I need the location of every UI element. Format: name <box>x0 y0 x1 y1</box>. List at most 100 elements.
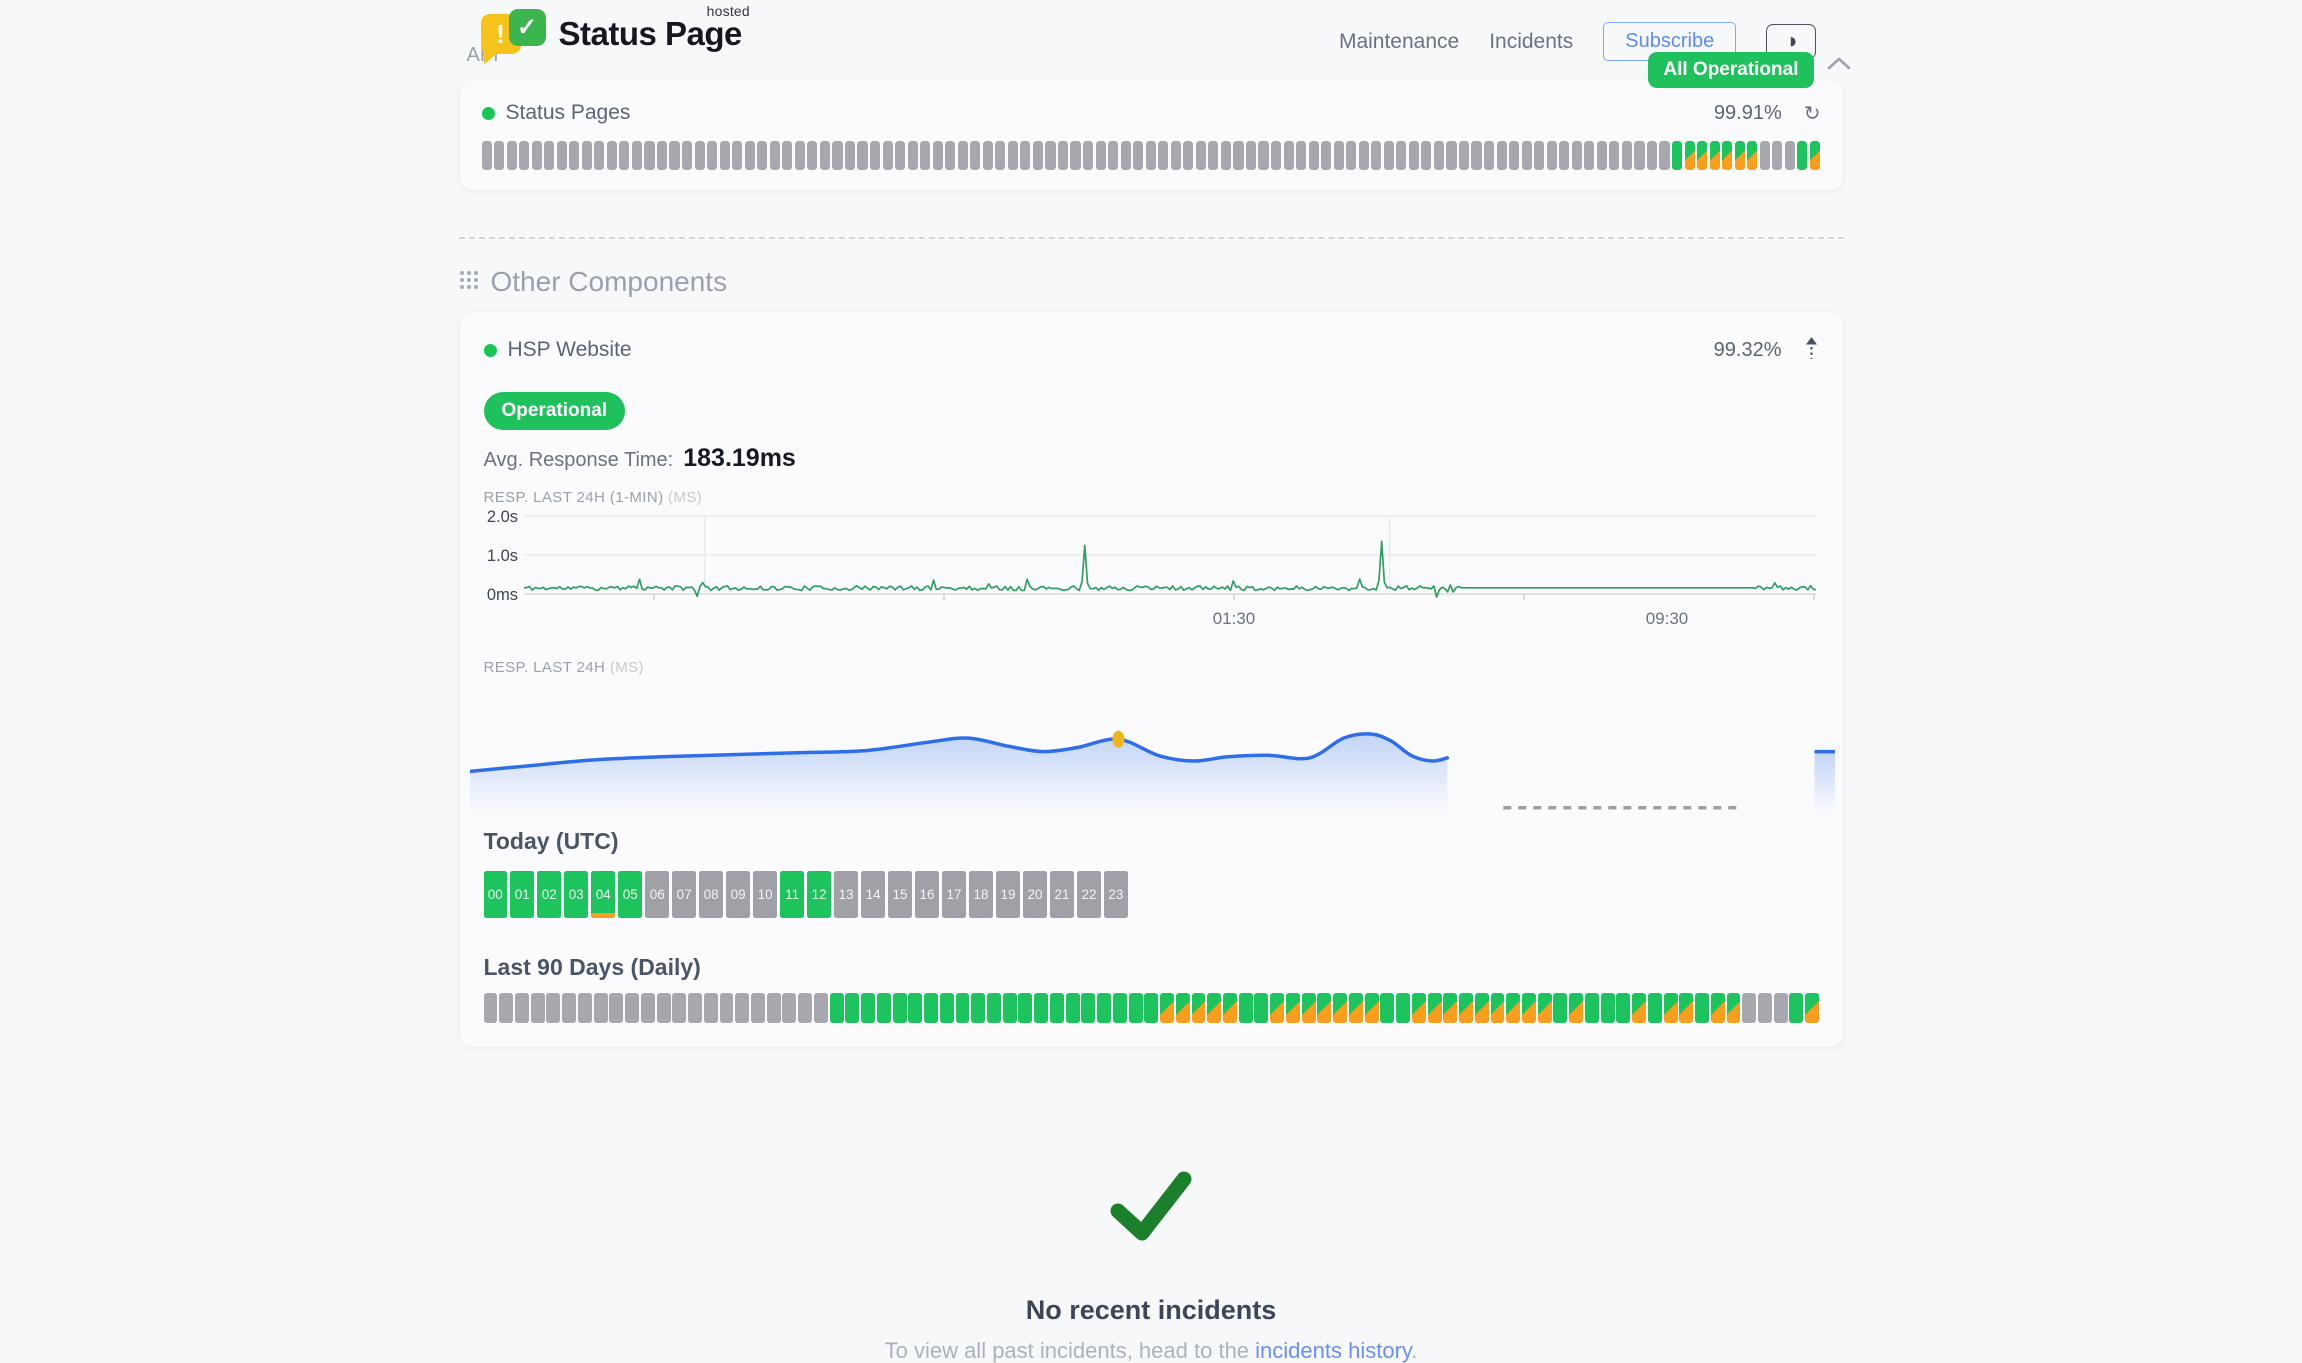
uptime-bar-degraded[interactable] <box>1809 141 1820 170</box>
uptime-bar-empty[interactable] <box>1195 141 1206 170</box>
uptime-bar-empty[interactable] <box>1371 141 1382 170</box>
uptime-bar-empty[interactable] <box>970 141 981 170</box>
uptime-bar-empty[interactable] <box>1383 141 1394 170</box>
hour-block-12[interactable]: 12 <box>807 871 831 918</box>
uptime-bar-up[interactable] <box>1695 993 1709 1023</box>
uptime-bar-degraded[interactable] <box>1301 993 1316 1023</box>
hour-block-18[interactable]: 18 <box>969 871 993 918</box>
chevron-up-icon[interactable] <box>1826 56 1852 77</box>
incidents-history-link[interactable]: incidents history <box>1255 1338 1412 1363</box>
uptime-bar-empty[interactable] <box>594 141 605 170</box>
uptime-bar-empty[interactable] <box>732 141 743 170</box>
uptime-bar-empty[interactable] <box>1421 141 1432 170</box>
hour-block-11[interactable]: 11 <box>780 871 804 918</box>
hour-block-03[interactable]: 03 <box>564 871 589 918</box>
uptime-bar-up[interactable] <box>1112 993 1127 1023</box>
uptime-bar-empty[interactable] <box>494 141 505 170</box>
uptime-bar-degraded[interactable] <box>1632 993 1647 1023</box>
uptime-bar-empty[interactable] <box>807 141 818 170</box>
uptime-bar-up[interactable] <box>1254 993 1269 1023</box>
uptime-bar-empty[interactable] <box>530 993 545 1023</box>
uptime-bar-empty[interactable] <box>656 993 671 1023</box>
uptime-bar-empty[interactable] <box>750 993 765 1023</box>
uptime-bar-empty[interactable] <box>832 141 843 170</box>
hour-block-14[interactable]: 14 <box>861 871 885 918</box>
uptime-bar-empty[interactable] <box>1270 141 1282 170</box>
uptime-bar-empty[interactable] <box>1521 141 1532 170</box>
uptime-bar-degraded[interactable] <box>1207 993 1222 1023</box>
uptime-bar-empty[interactable] <box>556 141 567 170</box>
uptime-bar-empty[interactable] <box>1057 141 1069 170</box>
uptime-bar-up[interactable] <box>1647 993 1662 1023</box>
uptime-bar-up[interactable] <box>1396 993 1411 1023</box>
uptime-bar-up[interactable] <box>939 993 954 1023</box>
uptime-bar-empty[interactable] <box>1408 141 1419 170</box>
uptime-bar-empty[interactable] <box>1471 141 1482 170</box>
uptime-bar-empty[interactable] <box>744 141 755 170</box>
uptime-bar-empty[interactable] <box>857 141 868 170</box>
hour-block-23[interactable]: 23 <box>1104 871 1128 918</box>
uptime-bar-degraded[interactable] <box>1722 141 1733 170</box>
uptime-bar-empty[interactable] <box>1759 141 1770 170</box>
uptime-bar-empty[interactable] <box>1484 141 1495 170</box>
uptime-bar-up[interactable] <box>1616 993 1631 1023</box>
uptime-bar-empty[interactable] <box>1007 141 1018 170</box>
component-name[interactable]: Status Pages <box>505 101 631 124</box>
response-time-area-chart[interactable] <box>469 680 1835 820</box>
uptime-bar-up[interactable] <box>1034 993 1049 1023</box>
uptime-bar-degraded[interactable] <box>1317 993 1332 1023</box>
uptime-bar-empty[interactable] <box>707 141 718 170</box>
uptime-bar-empty[interactable] <box>1158 141 1169 170</box>
uptime-bar-up[interactable] <box>1002 993 1017 1023</box>
refresh-icon[interactable]: ↻ <box>1803 102 1821 125</box>
uptime-bar-empty[interactable] <box>895 141 906 170</box>
brand[interactable]: ! ✓ Status Page hosted <box>480 3 750 65</box>
hour-block-22[interactable]: 22 <box>1077 871 1101 918</box>
uptime-bar-empty[interactable] <box>544 141 555 170</box>
uptime-bar-empty[interactable] <box>562 993 577 1023</box>
uptime-bar-empty[interactable] <box>1446 141 1457 170</box>
uptime-bar-up[interactable] <box>861 993 876 1023</box>
uptime-bar-empty[interactable] <box>1659 141 1670 170</box>
uptime-bar-up[interactable] <box>1081 993 1096 1023</box>
uptime-bar-empty[interactable] <box>1396 141 1407 170</box>
uptime-bar-up[interactable] <box>1049 993 1064 1023</box>
uptime-bar-empty[interactable] <box>819 141 830 170</box>
uptime-bar-empty[interactable] <box>1233 141 1244 170</box>
uptime-bar-empty[interactable] <box>782 993 797 1023</box>
response-time-line-chart[interactable]: 2.0s 1.0s 0ms 01:30 09:30 <box>484 506 1821 634</box>
uptime-bar-degraded[interactable] <box>1709 141 1720 170</box>
uptime-bar-empty[interactable] <box>1433 141 1445 170</box>
uptime-bar-up[interactable] <box>1584 993 1599 1023</box>
uptime-bar-degraded[interactable] <box>1663 993 1678 1023</box>
uptime-bar-empty[interactable] <box>688 993 702 1023</box>
component-name[interactable]: HSP Website <box>507 338 632 361</box>
uptime-bar-empty[interactable] <box>519 141 530 170</box>
hour-block-07[interactable]: 07 <box>672 871 696 918</box>
uptime-bar-up[interactable] <box>845 993 860 1023</box>
uptime-bar-up[interactable] <box>829 993 844 1023</box>
uptime-bar-up[interactable] <box>1553 993 1568 1023</box>
uptime-bar-degraded[interactable] <box>1333 993 1348 1023</box>
uptime-bar-degraded[interactable] <box>1521 993 1536 1023</box>
uptime-bar-empty[interactable] <box>631 141 643 170</box>
uptime-bar-empty[interactable] <box>577 993 592 1023</box>
uptime-bar-empty[interactable] <box>1559 141 1570 170</box>
hour-block-20[interactable]: 20 <box>1023 871 1047 918</box>
uptime-bar-degraded[interactable] <box>1160 993 1175 1023</box>
uptime-bar-empty[interactable] <box>1321 141 1332 170</box>
uptime-bar-empty[interactable] <box>1358 141 1369 170</box>
uptime-bar-empty[interactable] <box>766 993 781 1023</box>
uptime-bar-empty[interactable] <box>1646 141 1658 170</box>
hour-block-19[interactable]: 19 <box>996 871 1020 918</box>
uptime-bar-empty[interactable] <box>1773 993 1788 1023</box>
uptime-bar-degraded[interactable] <box>1710 993 1725 1023</box>
uptime-bar-empty[interactable] <box>1083 141 1094 170</box>
uptime-bar-empty[interactable] <box>769 141 780 170</box>
hour-block-17[interactable]: 17 <box>942 871 966 918</box>
uptime-bar-empty[interactable] <box>844 141 856 170</box>
uptime-bar-empty[interactable] <box>1571 141 1582 170</box>
hour-block-06[interactable]: 06 <box>645 871 669 918</box>
uptime-bar-empty[interactable] <box>506 141 517 170</box>
uptime-bar-degraded[interactable] <box>1805 993 1820 1023</box>
